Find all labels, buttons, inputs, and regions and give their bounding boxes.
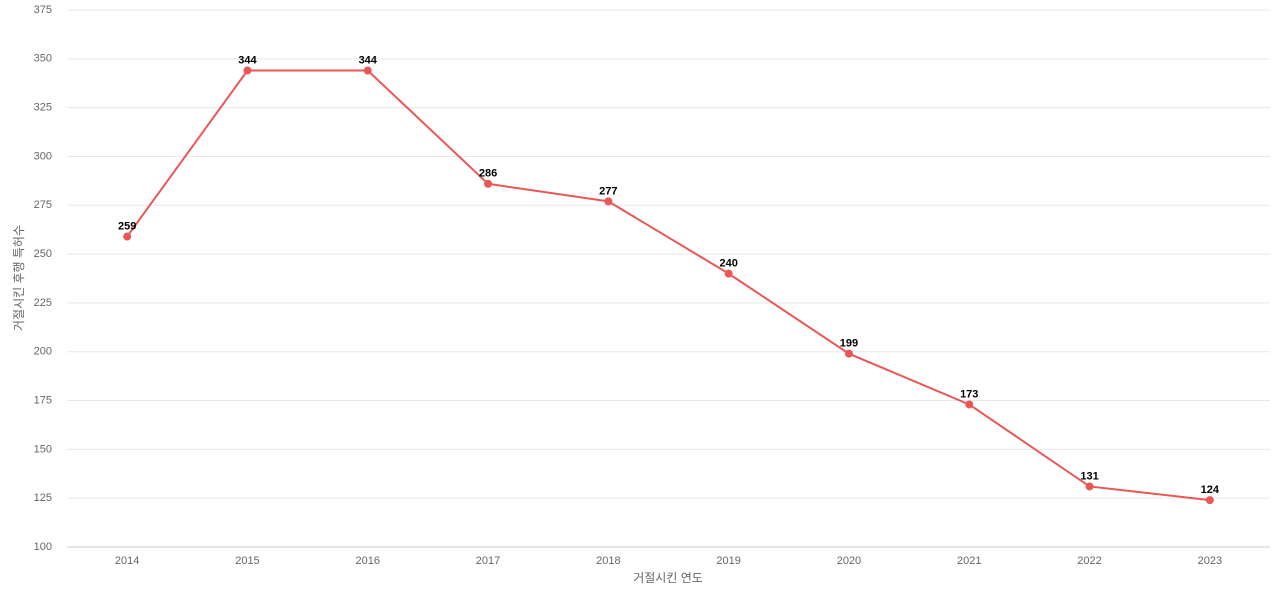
y-tick-label: 100 [34,541,52,553]
x-tick-label: 2018 [596,555,620,567]
x-tick-label: 2019 [716,555,740,567]
point [844,349,853,358]
x-tick-label: 2016 [356,555,380,567]
y-tick-label: 200 [34,346,52,358]
point [604,197,613,206]
point [363,66,372,75]
point [724,269,733,278]
x-tick-label: 2023 [1198,555,1222,567]
x-axis-label: 거절시킨 연도 [633,571,703,585]
point [243,66,252,75]
y-tick-label: 350 [34,53,52,65]
value-label: 240 [719,258,737,270]
y-axis-label: 거절시킨 후행 특허수 [11,225,26,331]
x-tick-label: 2014 [115,555,139,567]
value-label: 344 [238,54,257,66]
y-tick-label: 125 [34,492,52,504]
y-tick-label: 275 [34,199,52,211]
y-tick-label: 175 [34,394,52,406]
line [126,69,1210,502]
value-label: 131 [1080,470,1098,482]
point [123,232,132,241]
point [965,400,974,409]
y-tick-label: 225 [34,297,52,309]
x-tick-label: 2021 [957,555,981,567]
point [1085,482,1094,491]
point [1205,496,1214,505]
value-label: 344 [359,54,378,66]
value-label: 124 [1201,484,1220,496]
value-label: 259 [118,220,136,232]
y-tick-label: 300 [34,150,52,162]
x-tick-label: 2020 [837,555,861,567]
value-label: 286 [479,168,497,180]
y-tick-label: 150 [34,443,52,455]
y-tick-label: 250 [34,248,52,260]
x-tick-label: 2022 [1077,555,1101,567]
x-tick-label: 2017 [476,555,500,567]
value-label: 199 [840,338,858,350]
x-tick-label: 2015 [235,555,259,567]
y-tick-label: 325 [34,102,52,114]
y-tick-label: 375 [34,4,52,16]
value-label: 277 [599,185,617,197]
value-label: 173 [960,388,978,400]
point [484,179,493,188]
